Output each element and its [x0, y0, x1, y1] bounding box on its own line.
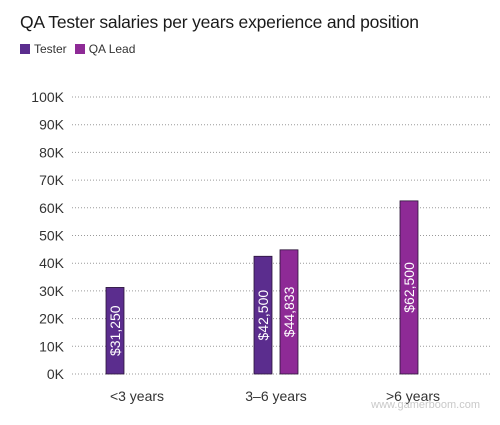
bar-value-label: $62,500: [401, 262, 417, 313]
y-tick-label: 70K: [39, 172, 65, 188]
y-tick-label: 50K: [39, 228, 65, 244]
bar-value-label: $44,833: [281, 286, 297, 337]
y-tick-label: 60K: [39, 200, 65, 216]
bar-value-label: $31,250: [107, 305, 123, 356]
bar-tester: [105, 287, 125, 375]
chart-title: QA Tester salaries per years experience …: [20, 12, 419, 32]
legend-item-qa-lead: QA Lead: [74, 42, 136, 56]
y-tick-label: 80K: [39, 144, 65, 160]
y-tick-label: 0K: [47, 366, 65, 382]
bar-qa-lead: [399, 200, 419, 375]
legend-label-tester: Tester: [34, 42, 67, 56]
y-tick-label: 20K: [39, 311, 65, 327]
legend-swatch-tester: [20, 44, 30, 54]
legend: Tester QA Lead: [20, 42, 143, 56]
x-tick-label: >6 years: [386, 388, 440, 404]
x-tick-label: 3–6 years: [245, 388, 306, 404]
y-tick-label: 90K: [39, 117, 65, 133]
bar-value-label: $42,500: [255, 290, 271, 341]
y-tick-label: 30K: [39, 283, 65, 299]
watermark: www.gamerboom.com: [371, 399, 480, 411]
bar-tester: [253, 255, 273, 375]
y-tick-label: 100K: [31, 89, 64, 105]
bar-qa-lead: [279, 249, 299, 375]
y-tick-label: 10K: [39, 338, 65, 354]
x-tick-label: <3 years: [110, 388, 164, 404]
y-tick-label: 40K: [39, 255, 65, 271]
legend-swatch-qa-lead: [74, 44, 85, 54]
legend-label-qa-lead: QA Lead: [88, 42, 136, 56]
legend-item-tester: Tester: [20, 42, 67, 56]
